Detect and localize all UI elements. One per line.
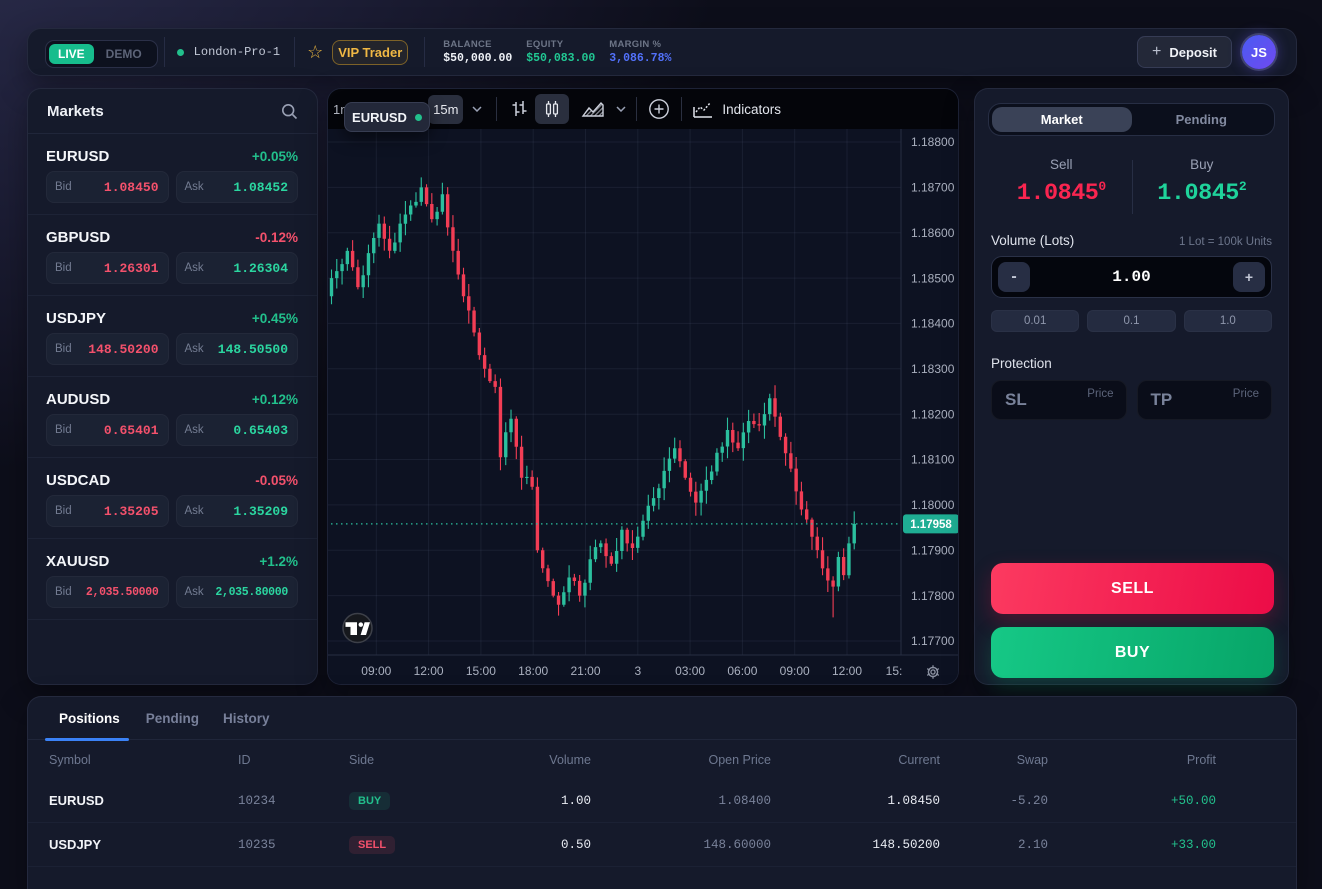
- svg-text:1.18500: 1.18500: [911, 271, 955, 285]
- svg-text:1.17800: 1.17800: [911, 589, 955, 603]
- svg-text:1.18100: 1.18100: [911, 453, 955, 467]
- svg-text:18:00: 18:00: [518, 664, 548, 678]
- svg-text:09:00: 09:00: [361, 664, 391, 678]
- svg-text:1.18300: 1.18300: [911, 362, 955, 376]
- svg-text:1.18800: 1.18800: [911, 135, 955, 149]
- svg-text:12:00: 12:00: [832, 664, 862, 678]
- svg-text:12:00: 12:00: [414, 664, 444, 678]
- svg-text:15:: 15:: [886, 664, 903, 678]
- svg-text:1.17958: 1.17958: [910, 519, 952, 531]
- svg-text:21:00: 21:00: [570, 664, 600, 678]
- svg-text:1.17700: 1.17700: [911, 634, 955, 648]
- svg-text:3: 3: [634, 664, 641, 678]
- svg-text:1.18200: 1.18200: [911, 407, 955, 421]
- svg-text:1.18700: 1.18700: [911, 181, 955, 195]
- svg-text:06:00: 06:00: [727, 664, 757, 678]
- svg-text:15:00: 15:00: [466, 664, 496, 678]
- svg-text:1.18400: 1.18400: [911, 317, 955, 331]
- svg-text:1.18000: 1.18000: [911, 498, 955, 512]
- svg-text:03:00: 03:00: [675, 664, 705, 678]
- svg-text:1.17900: 1.17900: [911, 543, 955, 557]
- svg-text:1.18600: 1.18600: [911, 226, 955, 240]
- svg-text:09:00: 09:00: [780, 664, 810, 678]
